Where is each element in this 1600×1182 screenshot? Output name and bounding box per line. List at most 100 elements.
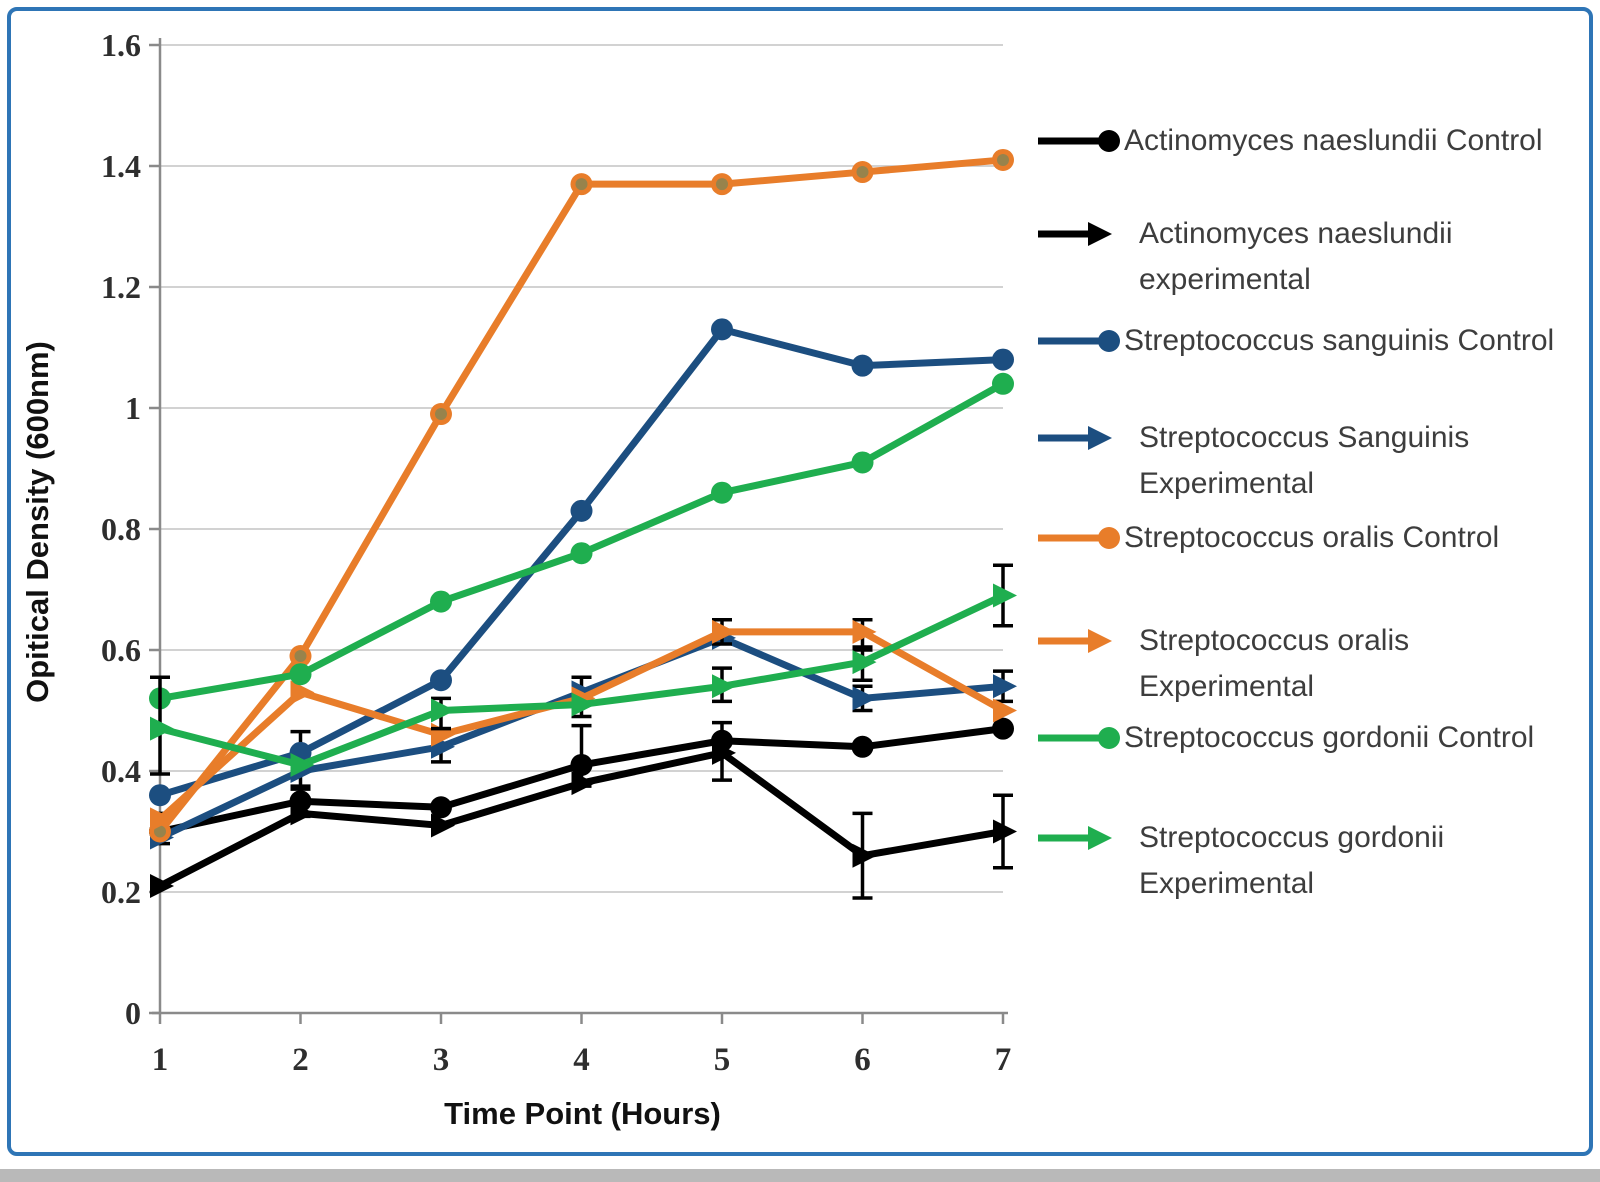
data-point-marker bbox=[289, 663, 312, 686]
data-point-marker-inner bbox=[294, 650, 307, 663]
legend-arrow-swatch-icon bbox=[1038, 426, 1112, 450]
data-point-marker bbox=[431, 813, 455, 838]
x-axis-title: Time Point (Hours) bbox=[444, 1096, 721, 1131]
data-point-marker bbox=[712, 740, 736, 765]
series-line bbox=[159, 380, 1005, 702]
legend-label-line: Experimental bbox=[1139, 867, 1315, 900]
x-tick-label: 1 bbox=[152, 1042, 169, 1078]
legend-item-streptococcus-gordonii-control: Streptococcus gordonii Control bbox=[1034, 715, 1564, 761]
data-point-marker bbox=[992, 348, 1014, 371]
legend-item-streptococcus-sanguinis-experimental: Streptococcus Sanguinis Experimental bbox=[1034, 415, 1579, 507]
legend-circle-swatch-icon bbox=[1038, 727, 1120, 749]
data-point-marker bbox=[290, 680, 315, 705]
legend-label: Streptococcus gordonii Experimental bbox=[1124, 815, 1579, 907]
data-point-marker bbox=[992, 717, 1014, 740]
data-point-marker bbox=[150, 873, 174, 898]
data-point-marker bbox=[993, 674, 1017, 699]
legend-label-line: Experimental bbox=[1139, 467, 1315, 500]
y-tick-label: 0.4 bbox=[101, 753, 141, 789]
y-tick-label: 0 bbox=[125, 995, 141, 1031]
data-point-marker-inner bbox=[154, 825, 166, 838]
data-point-marker bbox=[712, 674, 736, 699]
data-point-marker bbox=[570, 499, 593, 522]
data-point-marker bbox=[852, 843, 877, 868]
data-point-marker bbox=[149, 784, 171, 807]
legend-label-line: Streptococcus gordonii bbox=[1139, 821, 1445, 854]
legend-label-line: Experimental bbox=[1139, 670, 1315, 703]
legend-item-actinomyces-naeslundii-experimental: Actinomyces naeslundii experimental bbox=[1034, 211, 1579, 303]
legend-arrow-swatch-icon bbox=[1038, 222, 1112, 246]
data-point-marker bbox=[430, 669, 452, 692]
legend: Actinomyces naeslundii Control Actinomyce… bbox=[1034, 0, 1574, 1000]
legend-label-line: experimental bbox=[1139, 263, 1311, 296]
data-point-marker bbox=[852, 650, 877, 675]
legend-item-streptococcus-oralis-control: Streptococcus oralis Control bbox=[1034, 515, 1564, 561]
y-axis-title: Opitical Density (600nm) bbox=[20, 341, 55, 703]
data-point-marker bbox=[290, 752, 315, 777]
data-point-marker bbox=[711, 481, 733, 504]
x-tick-label: 6 bbox=[854, 1042, 871, 1078]
y-tick-label: 0.8 bbox=[101, 511, 141, 547]
data-point-marker-inner bbox=[435, 408, 447, 421]
legend-label: Streptococcus Sanguinis Experimental bbox=[1124, 415, 1579, 507]
data-point-marker bbox=[851, 735, 874, 758]
y-tick-label: 0.6 bbox=[101, 632, 141, 668]
data-point-marker-inner bbox=[716, 178, 728, 191]
legend-arrow-swatch-icon bbox=[1038, 826, 1112, 850]
data-point-marker bbox=[571, 771, 596, 796]
data-point-marker bbox=[430, 796, 452, 819]
legend-label-line: Actinomyces naeslundii Control bbox=[1124, 124, 1543, 157]
series-actinomyces-naeslundii-control bbox=[149, 717, 1014, 846]
y-tick-label: 0.2 bbox=[101, 874, 141, 910]
legend-label: Streptococcus gordonii Control bbox=[1124, 715, 1564, 761]
data-point-marker bbox=[993, 698, 1017, 723]
x-tick-label: 3 bbox=[433, 1042, 450, 1078]
legend-label-line: Streptococcus sanguinis Control bbox=[1124, 324, 1555, 357]
x-tick-label: 5 bbox=[714, 1042, 731, 1078]
tick-labels: 0 0.2 0.4 0.6 0.8 1 1.2 1.4 1.6 1 2 3 4 5 6 7 bbox=[101, 27, 1011, 1078]
axes bbox=[149, 38, 1008, 1024]
legend-label: Actinomyces naeslundii experimental bbox=[1124, 211, 1579, 303]
legend-label: Streptococcus oralis Control bbox=[1124, 515, 1564, 561]
y-tick-label: 1.4 bbox=[101, 148, 141, 184]
legend-label-line: Actinomyces naeslundii bbox=[1139, 217, 1453, 250]
legend-label: Actinomyces naeslundii Control bbox=[1124, 118, 1564, 164]
data-point-marker bbox=[993, 583, 1017, 608]
data-point-marker bbox=[712, 619, 736, 644]
y-tick-label: 1.6 bbox=[101, 27, 141, 63]
legend-label-line: Streptococcus gordonii Control bbox=[1124, 721, 1535, 754]
data-point-marker bbox=[150, 807, 174, 832]
data-point-marker bbox=[992, 372, 1014, 395]
series-streptococcus-sanguinis-experimental bbox=[150, 625, 1017, 850]
legend-label-line: Streptococcus oralis Control bbox=[1124, 521, 1500, 554]
legend-arrow-swatch-icon bbox=[1038, 629, 1112, 653]
legend-circle-swatch-icon bbox=[1038, 330, 1120, 352]
data-point-marker bbox=[711, 318, 733, 341]
series-streptococcus-gordonii-experimental bbox=[150, 563, 1017, 777]
data-point-marker-inner bbox=[575, 178, 588, 191]
figure-frame bbox=[7, 7, 1593, 1156]
page-edge-shadow bbox=[0, 1169, 1600, 1182]
data-point-marker bbox=[993, 819, 1017, 844]
data-point-marker bbox=[290, 801, 315, 826]
legend-label: Streptococcus oralis Experimental bbox=[1124, 618, 1579, 710]
data-point-marker bbox=[852, 686, 877, 711]
x-tick-label: 2 bbox=[292, 1042, 309, 1078]
data-point-marker bbox=[150, 716, 174, 741]
series-actinomyces-naeslundii-experimental bbox=[150, 740, 1017, 900]
legend-circle-swatch-icon bbox=[1038, 130, 1120, 152]
legend-item-streptococcus-gordonii-experimental: Streptococcus gordonii Experimental bbox=[1034, 815, 1579, 907]
data-point-marker bbox=[851, 451, 874, 474]
y-tick-label: 1.2 bbox=[101, 269, 141, 305]
data-point-marker bbox=[571, 692, 596, 717]
legend-item-streptococcus-sanguinis-control: Streptococcus sanguinis Control bbox=[1034, 318, 1564, 364]
data-point-marker bbox=[431, 698, 455, 723]
legend-label-line: Streptococcus oralis bbox=[1139, 624, 1410, 657]
data-point-marker bbox=[430, 590, 452, 613]
x-tick-label: 7 bbox=[995, 1042, 1012, 1078]
legend-item-actinomyces-naeslundii-control: Actinomyces naeslundii Control bbox=[1034, 118, 1564, 164]
data-point-marker bbox=[852, 619, 877, 644]
legend-item-streptococcus-oralis-experimental: Streptococcus oralis Experimental bbox=[1034, 618, 1579, 710]
data-point-marker bbox=[851, 354, 874, 377]
